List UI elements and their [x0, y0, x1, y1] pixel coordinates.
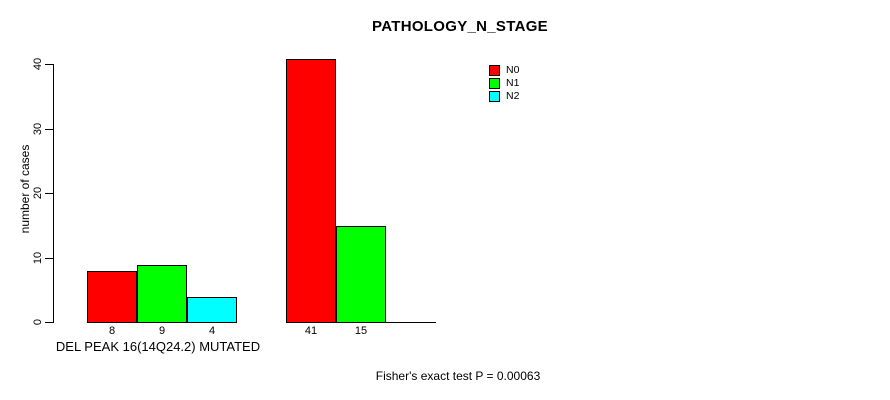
fisher-test-annotation: Fisher's exact test P = 0.00063 [375, 369, 541, 383]
bar-n0-group1 [87, 271, 137, 323]
legend: N0 N1 N2 [489, 64, 519, 103]
y-tick-label: 30 [32, 122, 44, 136]
x-axis-group-label: DEL PEAK 16(14Q24.2) MUTATED [55, 339, 261, 354]
bar-value-label: 15 [354, 325, 368, 337]
bar-value-label: 4 [208, 325, 216, 337]
y-axis-tick [45, 258, 53, 259]
y-axis-tick [45, 193, 53, 194]
y-axis-tick [45, 64, 53, 65]
legend-label: N2 [506, 90, 520, 102]
bar-value-label: 41 [304, 325, 318, 337]
legend-row: N0 [489, 64, 519, 77]
bar-n2-group1 [187, 297, 237, 323]
y-axis-tick [45, 322, 53, 323]
legend-swatch-n0 [489, 65, 500, 76]
bar-n1-group2 [336, 226, 386, 323]
y-axis-line [53, 64, 54, 323]
bar-value-label: 9 [158, 325, 166, 337]
y-tick-label: 40 [32, 57, 44, 71]
y-tick-label: 0 [32, 318, 44, 326]
bar-n2-group2-zero [386, 322, 436, 323]
bar-n0-group2 [286, 59, 336, 323]
y-tick-label: 10 [32, 251, 44, 265]
y-axis-label: number of cases [18, 144, 32, 234]
y-tick-label: 20 [32, 186, 44, 200]
legend-swatch-n1 [489, 78, 500, 89]
legend-swatch-n2 [489, 91, 500, 102]
legend-label: N1 [506, 77, 520, 89]
bar-value-label: 8 [108, 325, 116, 337]
legend-row: N2 [489, 90, 519, 103]
legend-label: N0 [506, 64, 520, 76]
chart-title: PATHOLOGY_N_STAGE [372, 18, 548, 35]
legend-row: N1 [489, 77, 519, 90]
bar-n1-group1 [137, 265, 187, 323]
y-axis-tick [45, 129, 53, 130]
